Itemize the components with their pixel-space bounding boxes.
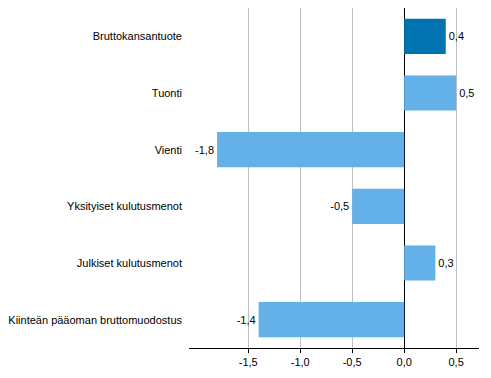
svg-text:Vienti: Vienti — [155, 144, 182, 156]
svg-text:Yksityiset kulutusmenot: Yksityiset kulutusmenot — [67, 200, 182, 212]
svg-text:-0,5: -0,5 — [330, 200, 349, 212]
svg-text:0,4: 0,4 — [449, 30, 464, 42]
svg-text:Kiinteän pääoman bruttomuodost: Kiinteän pääoman bruttomuodostus — [8, 314, 182, 326]
svg-text:-1,8: -1,8 — [195, 144, 214, 156]
svg-text:Tuonti: Tuonti — [152, 87, 182, 99]
svg-text:-0,5: -0,5 — [343, 356, 362, 368]
svg-text:0,3: 0,3 — [438, 257, 453, 269]
svg-text:-1,0: -1,0 — [291, 356, 310, 368]
svg-text:Julkiset kulutusmenot: Julkiset kulutusmenot — [77, 257, 182, 269]
svg-text:Bruttokansantuote: Bruttokansantuote — [93, 30, 182, 42]
svg-text:-1,4: -1,4 — [237, 314, 256, 326]
svg-text:-1,5: -1,5 — [239, 356, 258, 368]
svg-text:0,5: 0,5 — [448, 356, 463, 368]
svg-text:0,0: 0,0 — [397, 356, 412, 368]
svg-text:0,5: 0,5 — [459, 87, 474, 99]
